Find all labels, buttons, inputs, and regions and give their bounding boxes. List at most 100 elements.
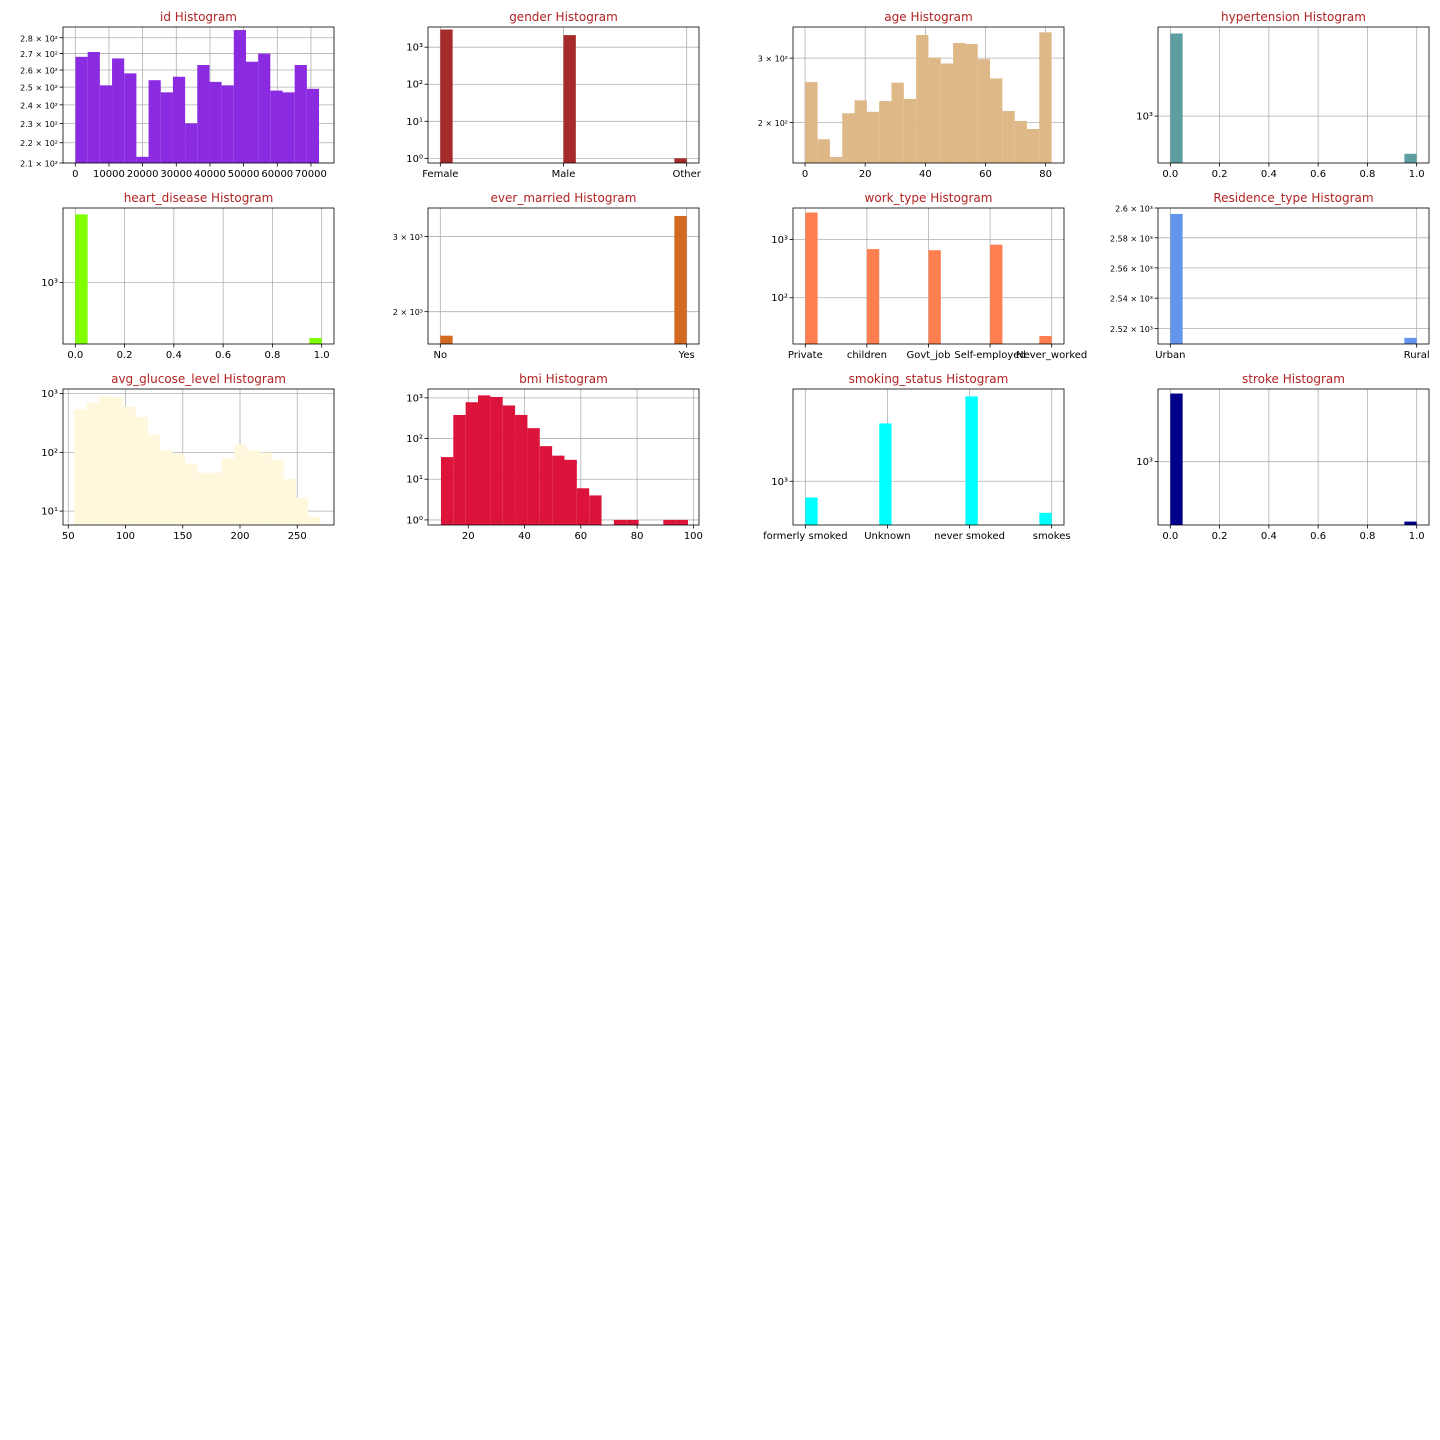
panel-bmi: bmi Histogram 20 40 60 80 100 10⁰ 10¹ 10² 10³ (406, 372, 703, 542)
y-tick-label: 2.3 × 10² (20, 120, 58, 129)
histogram-bar (1170, 33, 1183, 163)
chart-title: smoking_status Histogram (849, 372, 1009, 386)
histogram-bar (160, 449, 173, 525)
histogram-bar (916, 35, 929, 163)
x-tick-label: 100 (684, 531, 703, 542)
y-tick-label: 10² (406, 434, 423, 445)
histogram-bar (465, 402, 479, 525)
x-tick-label: 80 (1039, 169, 1052, 180)
panel-hypertension: hypertension Histogram 0.0 0.2 0.4 0.6 0.8 1.0… (1136, 10, 1430, 180)
y-tick-label: 10² (41, 448, 58, 459)
histogram-bar (246, 449, 259, 525)
y-tick-label: 10² (406, 80, 423, 91)
histogram-bar (172, 76, 186, 163)
histogram-bar (453, 414, 466, 525)
x-tick-label: 0.8 (1359, 531, 1375, 542)
histogram-bar (1404, 153, 1417, 163)
histogram-bar (1170, 393, 1183, 525)
y-tick-label: 10³ (771, 235, 788, 246)
plot-frame (427, 388, 700, 526)
x-tick-label: 20 (462, 531, 475, 542)
x-tick-label: Govt_job (907, 350, 951, 361)
chart-title: work_type Histogram (865, 191, 993, 205)
histogram-bar (527, 428, 540, 525)
y-tick-label: 10² (771, 293, 788, 304)
x-tick-label: smokes (1033, 531, 1071, 542)
histogram-bar (675, 519, 689, 525)
histogram-bar (258, 452, 272, 525)
x-tick-label: Private (788, 350, 823, 361)
plot-frame (1157, 207, 1430, 345)
x-tick-label: 0.2 (117, 350, 133, 361)
histogram-bar (1170, 213, 1183, 344)
histogram-bar (306, 88, 320, 163)
histogram-bar (440, 335, 453, 344)
histogram-bar (805, 212, 818, 344)
histogram-bar (111, 397, 124, 525)
x-tick-label: 0 (802, 169, 808, 180)
x-tick-label: 0.6 (1310, 169, 1326, 180)
y-tick-label: 2.6 × 10³ (1115, 205, 1153, 214)
x-tick-label: 50 (62, 531, 75, 542)
y-tick-label: 2.1 × 10² (20, 160, 58, 169)
panel-id: id Histogram 0 10000 20000 30000 40000 50000 60… (20, 10, 335, 180)
histogram-bar (86, 402, 99, 525)
histogram-bar (258, 53, 271, 163)
histogram-bar (87, 51, 100, 163)
x-tick-label: 0.8 (1359, 169, 1375, 180)
histogram-bar (663, 519, 676, 525)
histogram-bar (940, 63, 954, 163)
histogram-bar (866, 111, 880, 163)
y-tick-label: 2.8 × 10² (20, 34, 58, 43)
histogram-bar (478, 395, 491, 525)
y-tick-label: 10³ (1136, 457, 1153, 468)
histogram-bar (440, 457, 454, 525)
histogram-bar (209, 472, 222, 525)
chart-title: heart_disease Histogram (124, 191, 274, 205)
panel-gender: gender Histogram Female Male Other 10⁰ 10¹ 10²… (406, 10, 701, 180)
x-tick-label: 0.0 (67, 350, 83, 361)
histogram-bar (295, 497, 309, 525)
histogram-bar (502, 405, 516, 525)
x-tick-label: 60 (979, 169, 992, 180)
chart-title: id Histogram (160, 10, 237, 24)
y-tick-label: 2.4 × 10² (20, 101, 58, 110)
histogram-bar (135, 417, 149, 525)
x-tick-label: 200 (230, 531, 249, 542)
x-tick-label: formerly smoked (763, 531, 847, 542)
x-tick-label: 1.0 (1409, 169, 1425, 180)
x-tick-label: Urban (1155, 350, 1185, 361)
x-tick-label: 40 (518, 531, 531, 542)
y-tick-label: 2 × 10³ (393, 308, 423, 317)
histogram-bar (965, 396, 978, 525)
histogram-bar (99, 85, 113, 163)
x-tick-label: 150 (173, 531, 192, 542)
plot-frame (427, 207, 700, 345)
histogram-bar (98, 396, 112, 525)
chart-title: gender Histogram (509, 10, 618, 24)
histogram-bar (221, 85, 234, 163)
histogram-bar (185, 123, 198, 163)
y-tick-label: 2 × 10² (758, 119, 788, 128)
plot-frame (792, 388, 1065, 526)
histogram-bar (866, 249, 880, 344)
x-tick-label: Female (422, 169, 458, 180)
histogram-bar (270, 90, 283, 163)
histogram-bar (674, 158, 687, 163)
x-tick-label: 10000 (93, 169, 125, 180)
x-tick-label: 1.0 (1409, 531, 1425, 542)
histogram-bar (1039, 512, 1052, 525)
plot-frame (62, 26, 335, 164)
histogram-bar (221, 458, 235, 525)
y-tick-label: 3 × 10² (758, 55, 788, 64)
histogram-bar (515, 414, 528, 525)
histogram-bar (136, 156, 149, 163)
histogram-bar (1039, 335, 1052, 344)
histogram-bar (123, 406, 136, 525)
histogram-bar (148, 434, 161, 525)
histogram-bar (245, 61, 259, 163)
x-tick-label: 0.4 (1261, 169, 1277, 180)
plot-frame (62, 207, 335, 345)
x-tick-label: 30000 (160, 169, 192, 180)
